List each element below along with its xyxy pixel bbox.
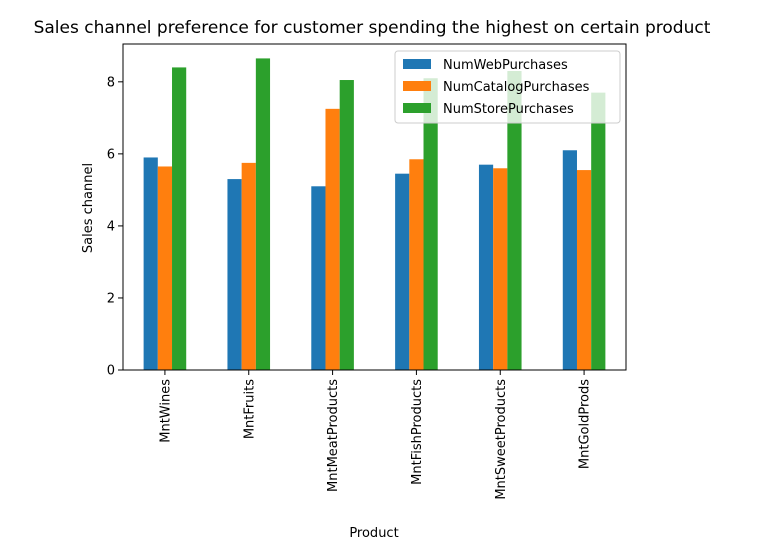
y-tick-label: 0 — [107, 364, 115, 379]
legend: NumWebPurchases NumCatalogPurchases NumSto… — [394, 50, 621, 124]
chart-title: Sales channel preference for customer sp… — [34, 18, 711, 38]
legend-label-NumStorePurchases: NumStorePurchases — [443, 102, 574, 117]
y-tick-label: 4 — [107, 219, 115, 234]
bar-MntFishProducts-NumWebPurchases — [395, 173, 410, 370]
x-tick-label: MntWines — [158, 379, 173, 443]
y-axis-label: Sales channel — [81, 163, 96, 253]
x-tick-label: MntFishProducts — [410, 379, 425, 485]
plot-area: 0 2 4 6 8 MntWines MntFruits MntMeatProducts Mnt… — [107, 43, 627, 500]
y-tick-label: 6 — [107, 147, 115, 162]
x-tick-label: MntFruits — [242, 379, 257, 439]
y-tick-label: 8 — [107, 75, 115, 90]
plot-frame — [122, 43, 627, 371]
legend-box — [394, 50, 621, 124]
bar-MntGoldProds-NumCatalogPurchases — [576, 170, 592, 370]
bar-MntGoldProds-NumStorePurchases — [591, 92, 606, 371]
bar-MntFishProducts-NumCatalogPurchases — [409, 159, 424, 370]
bar-MntSweetProducts-NumWebPurchases — [478, 164, 494, 370]
legend-swatch-NumStorePurchases — [403, 103, 431, 113]
bar-MntSweetProducts-NumStorePurchases — [507, 71, 522, 370]
bar-MntSweetProducts-NumCatalogPurchases — [493, 168, 508, 370]
bar-MntMeatProducts-NumWebPurchases — [311, 186, 326, 370]
legend-label-NumWebPurchases: NumWebPurchases — [443, 58, 568, 73]
bar-MntGoldProds-NumWebPurchases — [562, 150, 577, 370]
bar-MntMeatProducts-NumCatalogPurchases — [325, 108, 340, 370]
bar-MntWines-NumCatalogPurchases — [157, 166, 173, 370]
bar-MntWines-NumStorePurchases — [172, 67, 187, 370]
x-axis-label: Product — [349, 526, 398, 541]
bar-MntFruits-NumWebPurchases — [227, 179, 242, 370]
y-tick-label: 2 — [107, 291, 115, 306]
x-tick-label: MntSweetProducts — [494, 379, 509, 500]
bar-MntFishProducts-NumStorePurchases — [423, 78, 438, 370]
bar-MntFruits-NumCatalogPurchases — [241, 162, 256, 370]
bar-MntMeatProducts-NumStorePurchases — [339, 80, 354, 371]
x-tick-label: MntMeatProducts — [326, 379, 341, 492]
bar-MntWines-NumWebPurchases — [143, 157, 158, 370]
legend-swatch-NumCatalogPurchases — [403, 81, 431, 91]
legend-label-NumCatalogPurchases: NumCatalogPurchases — [443, 80, 590, 95]
x-tick-label: MntGoldProds — [578, 379, 593, 469]
legend-swatch-NumWebPurchases — [403, 59, 431, 69]
bar-MntFruits-NumStorePurchases — [255, 58, 271, 370]
